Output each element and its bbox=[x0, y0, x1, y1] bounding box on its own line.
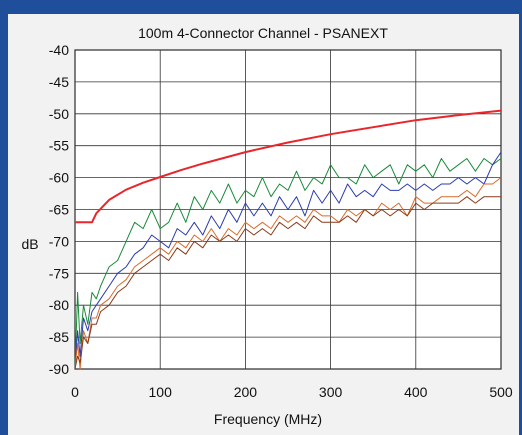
series-line bbox=[74, 196, 501, 370]
y-tick-label: -40 bbox=[49, 42, 69, 58]
y-tick-label: -90 bbox=[49, 361, 69, 377]
y-tick-label: -75 bbox=[49, 265, 69, 281]
chart-title: 100m 4-Connector Channel - PSANEXT bbox=[138, 25, 388, 41]
series-line bbox=[74, 177, 502, 370]
y-tick-label: -85 bbox=[49, 329, 69, 345]
x-tick-label: 500 bbox=[489, 384, 513, 400]
y-tick-label: -60 bbox=[49, 170, 69, 186]
x-tick-label: 400 bbox=[404, 384, 428, 400]
y-tick-label: -70 bbox=[49, 233, 69, 249]
y-tick-label: -65 bbox=[49, 202, 69, 218]
chart-svg: 100m 4-Connector Channel - PSANEXT Frequ… bbox=[21, 25, 513, 427]
x-tick-label: 100 bbox=[149, 384, 173, 400]
y-tick-label: -80 bbox=[49, 297, 69, 313]
limit-line bbox=[75, 109, 502, 224]
y-tick-label: -55 bbox=[49, 138, 69, 154]
y-axis-label: dB bbox=[21, 236, 38, 252]
y-tick-label: -45 bbox=[49, 74, 69, 90]
x-tick-label: 200 bbox=[234, 384, 258, 400]
series-line bbox=[74, 158, 502, 370]
series-line bbox=[74, 151, 502, 370]
x-axis-label: Frequency (MHz) bbox=[214, 411, 322, 427]
y-tick-label: -50 bbox=[49, 106, 69, 122]
x-tick-label: 300 bbox=[319, 384, 343, 400]
x-tick-label: 0 bbox=[71, 384, 79, 400]
chart-panel: 100m 4-Connector Channel - PSANEXT Frequ… bbox=[8, 14, 519, 435]
